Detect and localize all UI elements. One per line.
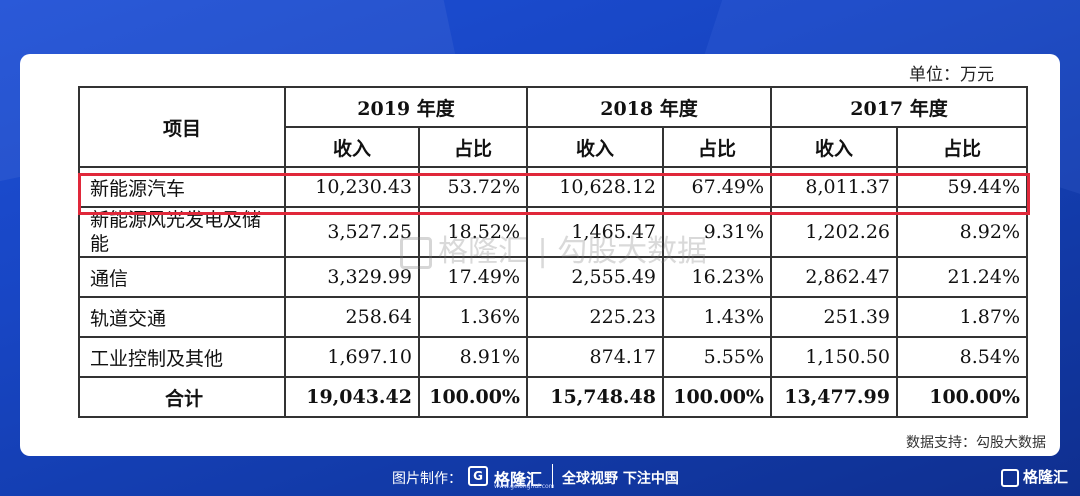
row-label: 轨道交通 bbox=[78, 296, 286, 338]
table-row: 轨道交通 258.64 1.36% 225.23 1.43% 251.39 1.… bbox=[78, 296, 1028, 338]
row-label: 通信 bbox=[78, 256, 286, 298]
row-label: 新能源风光发电及储能 bbox=[78, 206, 286, 258]
row-label: 合计 bbox=[78, 376, 286, 418]
table-cell: 1,150.50 bbox=[770, 336, 898, 378]
table-cell: 53.72% bbox=[418, 166, 528, 208]
table-cell: 258.64 bbox=[284, 296, 420, 338]
table-cell: 1,697.10 bbox=[284, 336, 420, 378]
table-cell: 100.00% bbox=[896, 376, 1028, 418]
brand-name: 格隆汇 bbox=[494, 470, 543, 489]
table-cell: 225.23 bbox=[526, 296, 664, 338]
total-row: 合计 19,043.42 100.00% 15,748.48 100.00% 1… bbox=[78, 376, 1028, 418]
table-cell: 16.23% bbox=[662, 256, 772, 298]
corner-brand-name: 格隆汇 bbox=[1022, 468, 1068, 486]
share-header: 占比 bbox=[662, 126, 772, 168]
revenue-header: 收入 bbox=[284, 126, 420, 168]
share-header: 占比 bbox=[418, 126, 528, 168]
table-cell: 67.49% bbox=[662, 166, 772, 208]
divider bbox=[552, 464, 553, 488]
table-cell: 874.17 bbox=[526, 336, 664, 378]
table-row: 通信 3,329.99 17.49% 2,555.49 16.23% 2,862… bbox=[78, 256, 1028, 298]
corner-brand: 格隆汇 bbox=[1000, 466, 1068, 487]
year-header: 2017 年度 bbox=[770, 86, 1028, 128]
source-note: 数据支持：勾股大数据 bbox=[906, 435, 1046, 451]
share-header: 占比 bbox=[896, 126, 1028, 168]
table-cell: 59.44% bbox=[896, 166, 1028, 208]
slogan: 全球视野 下注中国 bbox=[562, 471, 679, 487]
brand-logo-icon: G bbox=[468, 466, 488, 486]
table-cell: 10,230.43 bbox=[284, 166, 420, 208]
table-cell: 251.39 bbox=[770, 296, 898, 338]
corner-logo-icon bbox=[1000, 468, 1019, 487]
table-cell: 100.00% bbox=[662, 376, 772, 418]
table-cell: 13,477.99 bbox=[770, 376, 898, 418]
watermark-brand: 格隆汇 bbox=[438, 234, 528, 269]
watermark: 格隆汇 | 勾股大数据 bbox=[400, 226, 707, 270]
row-label: 工业控制及其他 bbox=[78, 336, 286, 378]
watermark-text: 勾股大数据 bbox=[557, 234, 708, 269]
table-cell: 19,043.42 bbox=[284, 376, 420, 418]
item-header: 项目 bbox=[78, 86, 286, 168]
footer-bar: 图片制作： G 格隆汇 www.gelonghui.com 全球视野 下注中国 … bbox=[0, 464, 1080, 490]
table-row: 新能源汽车 10,230.43 53.72% 10,628.12 67.49% … bbox=[78, 166, 1028, 208]
watermark-logo-icon bbox=[400, 236, 432, 269]
brand-url: www.gelonghui.com bbox=[494, 483, 555, 490]
table-cell: 8.54% bbox=[896, 336, 1028, 378]
table-cell: 2,862.47 bbox=[770, 256, 898, 298]
table-cell: 1,202.26 bbox=[770, 206, 898, 258]
table-cell: 8,011.37 bbox=[770, 166, 898, 208]
table-cell: 10,628.12 bbox=[526, 166, 664, 208]
table-cell: 100.00% bbox=[418, 376, 528, 418]
table-cell: 3,527.25 bbox=[284, 206, 420, 258]
table-card: 单位：万元 项目 2019 年度 2018 年度 2017 年度 收入 占比 收… bbox=[20, 54, 1060, 456]
table-cell: 21.24% bbox=[896, 256, 1028, 298]
table-row: 工业控制及其他 1,697.10 8.91% 874.17 5.55% 1,15… bbox=[78, 336, 1028, 378]
made-by-label: 图片制作： bbox=[392, 471, 462, 487]
table-cell: 8.92% bbox=[896, 206, 1028, 258]
unit-label: 单位：万元 bbox=[909, 65, 994, 85]
table-cell: 1.87% bbox=[896, 296, 1028, 338]
table-cell: 2,555.49 bbox=[526, 256, 664, 298]
revenue-header: 收入 bbox=[770, 126, 898, 168]
year-header: 2018 年度 bbox=[526, 86, 772, 128]
year-header: 2019 年度 bbox=[284, 86, 528, 128]
header-row-metrics: 收入 占比 收入 占比 收入 占比 bbox=[79, 126, 1028, 168]
revenue-header: 收入 bbox=[526, 126, 664, 168]
table-cell: 3,329.99 bbox=[284, 256, 420, 298]
table-cell: 1.36% bbox=[418, 296, 528, 338]
table-cell: 5.55% bbox=[662, 336, 772, 378]
header-row-years: 项目 2019 年度 2018 年度 2017 年度 bbox=[78, 86, 1028, 168]
table-cell: 1.43% bbox=[662, 296, 772, 338]
row-label: 新能源汽车 bbox=[78, 166, 286, 208]
table-cell: 15,748.48 bbox=[526, 376, 664, 418]
table-cell: 17.49% bbox=[418, 256, 528, 298]
table-cell: 8.91% bbox=[418, 336, 528, 378]
